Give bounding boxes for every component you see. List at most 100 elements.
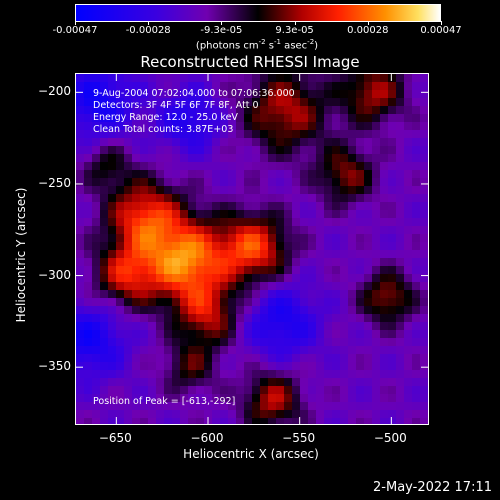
heatmap-cell [196,82,205,91]
heatmap-cell [84,250,93,259]
heatmap-cell [244,122,253,131]
heatmap-cell [396,314,405,323]
heatmap-cell [276,282,285,291]
heatmap-cell [244,226,253,235]
heatmap-cell [220,114,229,123]
heatmap-cell [412,234,421,243]
heatmap-cell [284,90,293,99]
heatmap-cell [84,130,93,139]
heatmap-cell [156,386,165,395]
heatmap-cell [236,298,245,307]
heatmap-cell [420,290,428,299]
heatmap-cell [116,250,125,259]
heatmap-cell [172,370,181,379]
heatmap-cell [100,146,109,155]
heatmap-cell [324,250,333,259]
heatmap-cell [372,258,381,267]
heatmap-cell [292,146,301,155]
heatmap-cell [124,74,133,83]
heatmap-cell [204,362,213,371]
heatmap-cell [172,386,181,395]
heatmap-cell [388,146,397,155]
heatmap-cell [380,306,389,315]
heatmap-cell [140,282,149,291]
heatmap-cell [284,418,293,424]
heatmap-cell [212,338,221,347]
heatmap-cell [388,242,397,251]
heatmap-cell [92,354,101,363]
heatmap-cell [388,194,397,203]
heatmap-cell [300,122,309,131]
heatmap-cell [164,338,173,347]
heatmap-cell [204,178,213,187]
heatmap-cell [348,338,357,347]
heatmap-cell [116,98,125,107]
heatmap-cell [380,178,389,187]
heatmap-cell [276,122,285,131]
heatmap-cell [268,394,277,403]
heatmap-cell [140,82,149,91]
heatmap-cell [148,106,157,115]
heatmap-cell [356,106,365,115]
heatmap-cell [340,98,349,107]
heatmap-cell [420,210,428,219]
heatmap-cell [356,138,365,147]
heatmap-cell [252,346,261,355]
heatmap-cell [340,74,349,83]
heatmap-cell [108,210,117,219]
heatmap-cell [372,130,381,139]
heatmap-cell [156,314,165,323]
heatmap-cell [84,266,93,275]
heatmap-cell [196,306,205,315]
heatmap-cell [220,330,229,339]
heatmap-cell [196,250,205,259]
heatmap-cell [204,322,213,331]
heatmap-cell [76,202,85,211]
heatmap-cell [284,394,293,403]
heatmap-cell [396,250,405,259]
heatmap-cell [348,210,357,219]
heatmap-cell [140,122,149,131]
heatmap-cell [340,130,349,139]
heatmap-cell [332,154,341,163]
heatmap-cell [420,274,428,283]
heatmap-cell [100,258,109,267]
heatmap-cell [76,114,85,123]
heatmap-cell [140,90,149,99]
heatmap-cell [212,402,221,411]
heatmap-cell [92,194,101,203]
heatmap-cell [196,274,205,283]
heatmap-cell [284,306,293,315]
heatmap-cell [348,346,357,355]
heatmap-cell [220,242,229,251]
heatmap-cell [100,162,109,171]
heatmap-cell [84,330,93,339]
heatmap-cell [172,314,181,323]
heatmap-cell [396,90,405,99]
heatmap-cell [348,330,357,339]
heatmap-cell [220,298,229,307]
heatmap-cell [388,378,397,387]
heatmap-cell [380,90,389,99]
heatmap-cell [268,290,277,299]
heatmap-cell [228,362,237,371]
heatmap-cell [268,186,277,195]
heatmap-cell [204,306,213,315]
heatmap-cell [204,218,213,227]
heatmap-cell [412,386,421,395]
heatmap-cell [396,258,405,267]
heatmap-cell [108,306,117,315]
heatmap-cell [84,122,93,131]
heatmap-cell [332,274,341,283]
heatmap-cell [180,298,189,307]
heatmap-cell [148,298,157,307]
heatmap-cell [324,146,333,155]
heatmap-cell [348,290,357,299]
heatmap-cell [228,74,237,83]
heatmap-cell [348,122,357,131]
heatmap-cell [300,114,309,123]
heatmap-cell [188,266,197,275]
heatmap-cell [132,274,141,283]
heatmap-cell [228,106,237,115]
heatmap-cell [116,234,125,243]
